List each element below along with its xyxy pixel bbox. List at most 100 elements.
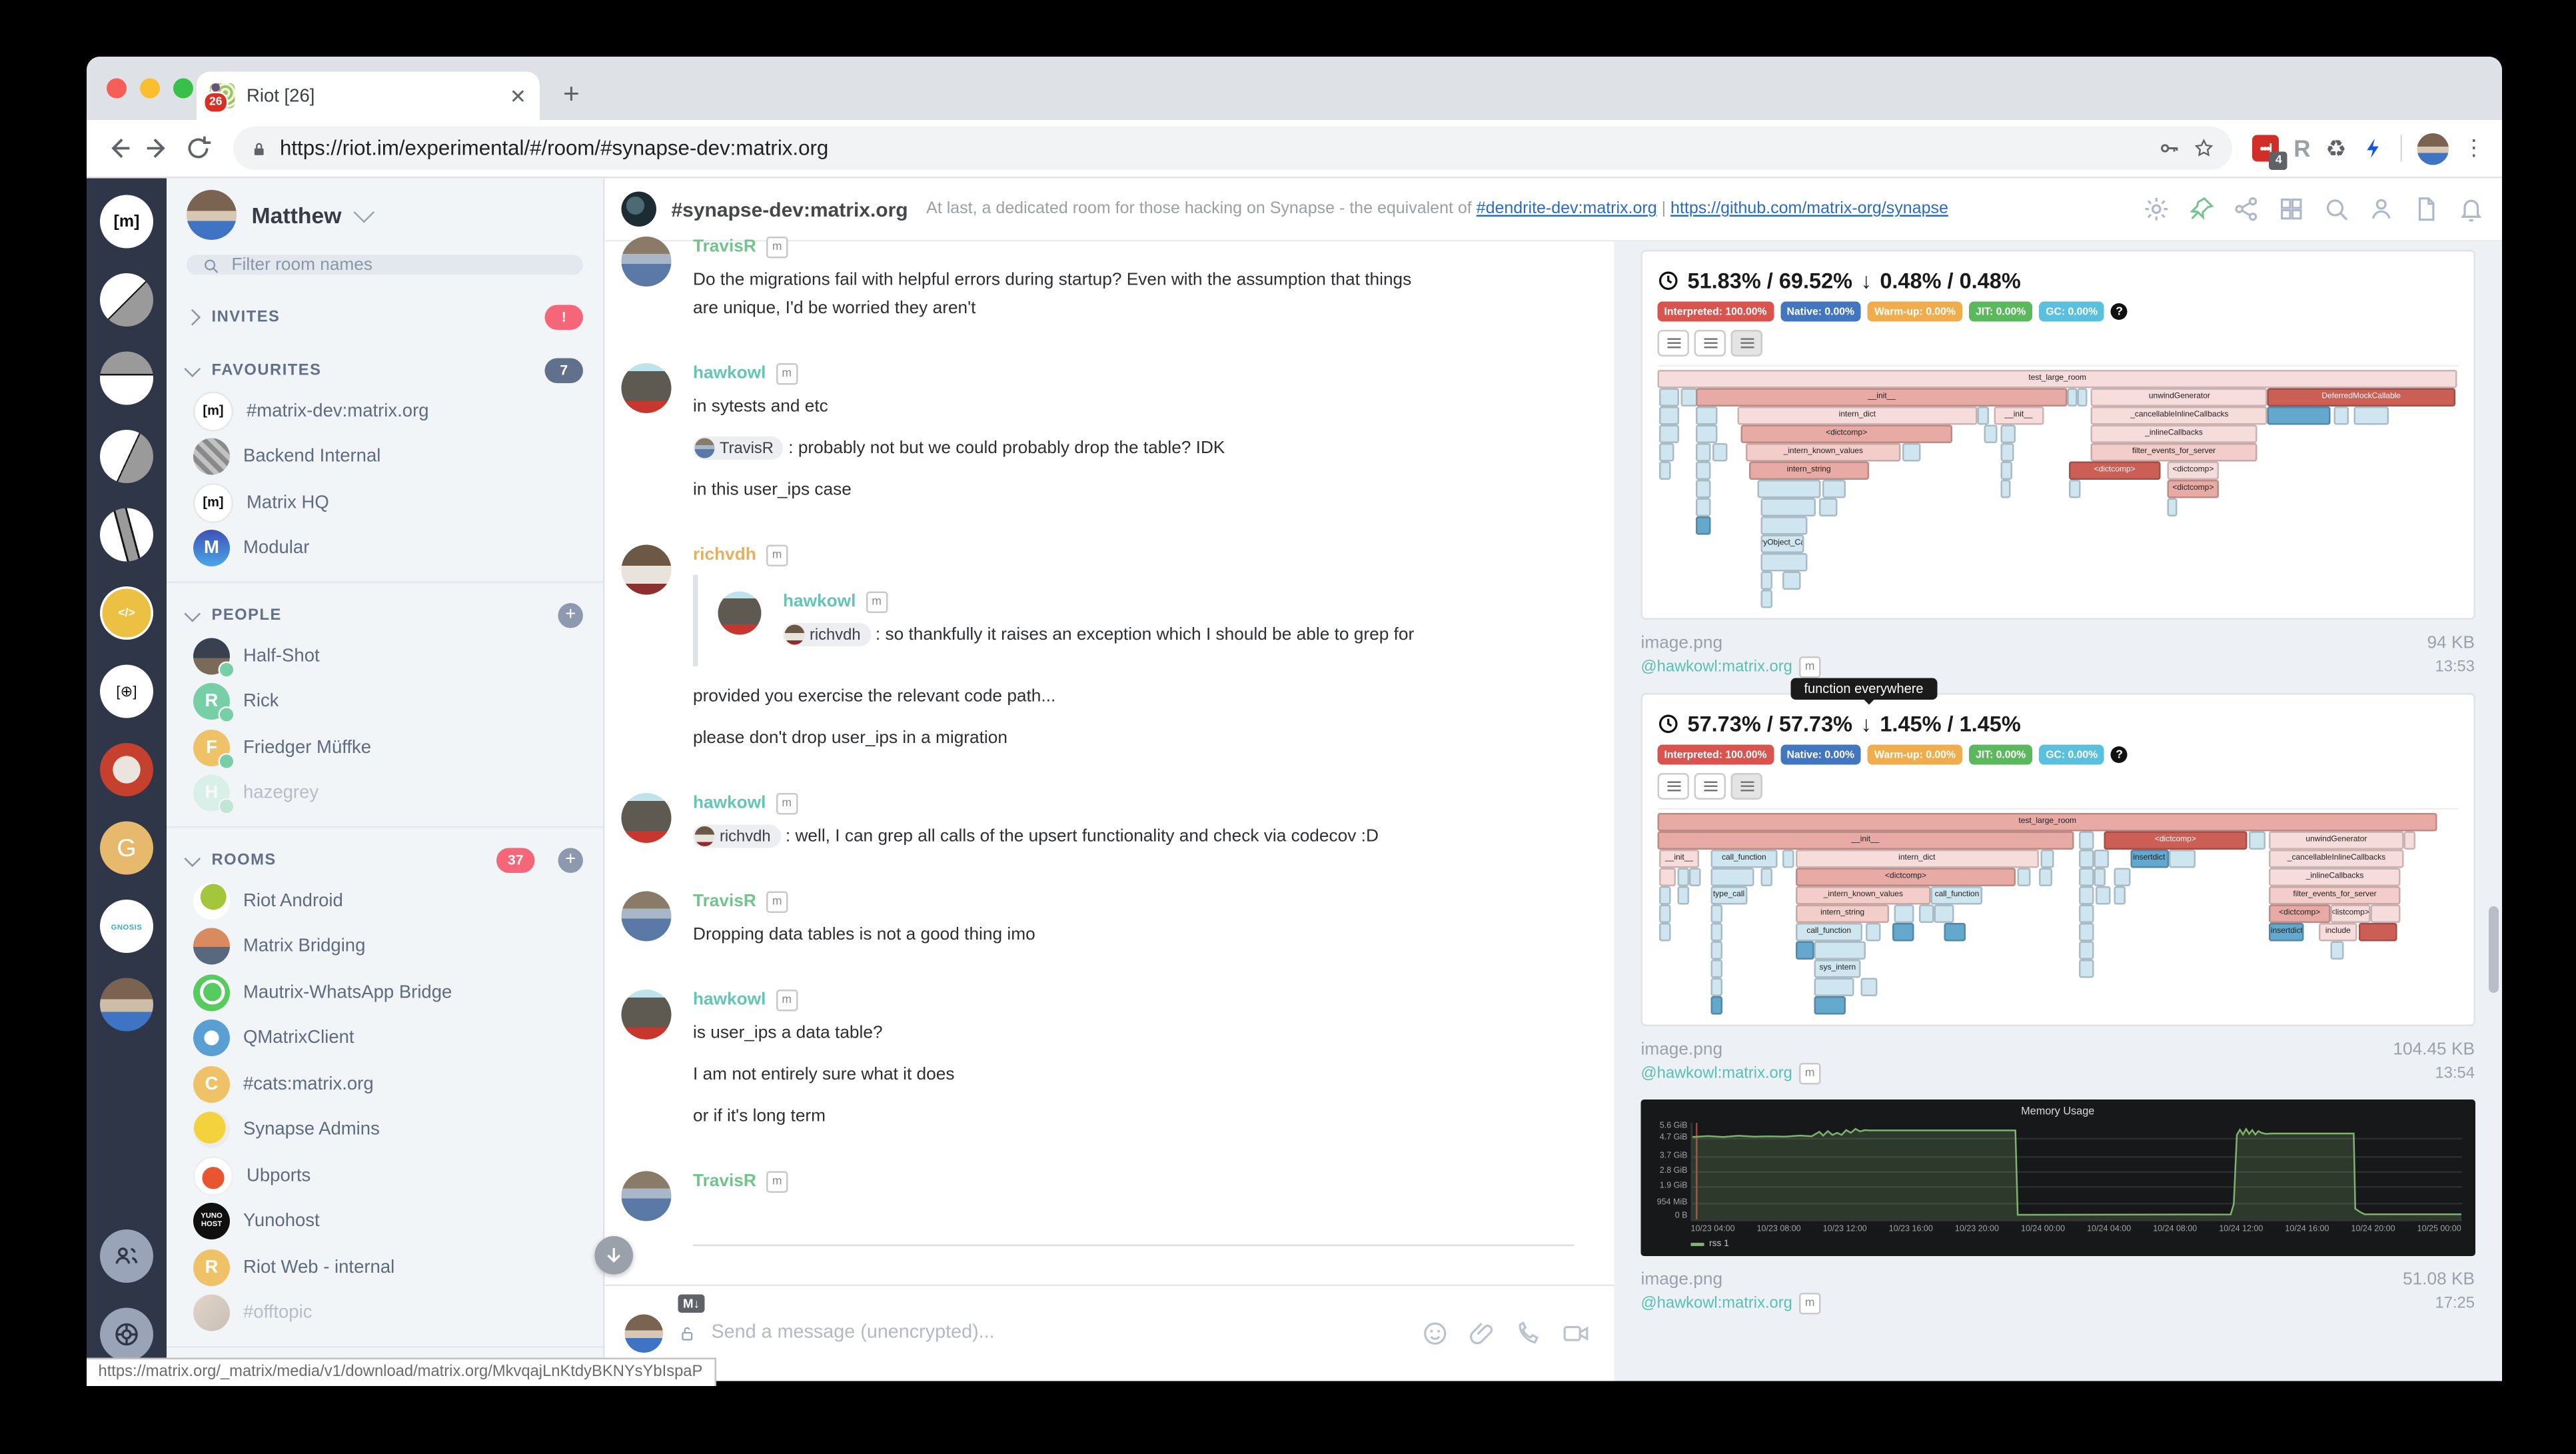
recycle-extension-icon[interactable]: ♻ bbox=[2325, 134, 2347, 161]
sender-name[interactable]: TravisR bbox=[693, 237, 756, 257]
community-avatar-abstract-2[interactable] bbox=[100, 351, 153, 405]
video-call-icon[interactable] bbox=[1561, 1319, 1591, 1347]
sender-name[interactable]: hawkowl bbox=[693, 793, 766, 813]
room-filter[interactable]: Filter room names bbox=[187, 255, 583, 275]
sender-name[interactable]: hawkowl bbox=[783, 591, 856, 612]
back-icon[interactable] bbox=[103, 133, 133, 163]
lastpass-extension-icon[interactable]: •••| 4 bbox=[2252, 135, 2287, 170]
add-person-button[interactable]: + bbox=[558, 602, 583, 628]
sender-avatar[interactable] bbox=[718, 591, 762, 635]
notifications-bell-icon[interactable] bbox=[2456, 195, 2485, 224]
sender-avatar[interactable] bbox=[621, 793, 672, 843]
minimize-window-button[interactable] bbox=[140, 78, 160, 99]
settings-gear-icon[interactable] bbox=[2142, 195, 2170, 224]
room-list-item[interactable]: F Friedger Müffke bbox=[187, 725, 583, 771]
url-bar[interactable]: https://riot.im/experimental/#/room/#syn… bbox=[233, 127, 2232, 170]
browser-profile-avatar[interactable] bbox=[2416, 132, 2448, 165]
community-avatar-abstract-4[interactable] bbox=[100, 508, 153, 562]
room-list-item[interactable]: [m] #matrix-dev:matrix.org bbox=[187, 388, 583, 434]
sender-name[interactable]: TravisR bbox=[693, 891, 756, 912]
apps-grid-icon[interactable] bbox=[2276, 195, 2305, 224]
room-list-item[interactable]: Matrix Bridging bbox=[187, 924, 583, 970]
file-attachment-2[interactable]: function everywhere 57.73% / 57.73% ↓ 1.… bbox=[1640, 678, 2475, 1085]
community-avatar-abstract-1[interactable] bbox=[100, 273, 153, 327]
jump-to-bottom-button[interactable] bbox=[594, 1235, 633, 1274]
file-sender[interactable]: @hawkowl:matrix.org m bbox=[1641, 1293, 1821, 1315]
community-avatar-food[interactable] bbox=[100, 743, 153, 796]
help-lifebuoy-button[interactable] bbox=[100, 1307, 153, 1361]
message-input[interactable]: Send a message (unencrypted)... bbox=[711, 1323, 995, 1343]
sender-avatar[interactable] bbox=[621, 990, 672, 1040]
bookmark-star-icon[interactable] bbox=[2192, 137, 2216, 160]
room-list-item[interactable]: Ubports bbox=[187, 1153, 583, 1199]
room-list-item[interactable]: QMatrixClient bbox=[187, 1016, 583, 1062]
files-icon[interactable] bbox=[2411, 195, 2440, 224]
community-avatar-code-sun[interactable]: </> bbox=[100, 586, 153, 640]
community-avatar-gnosis[interactable]: GNOSIS bbox=[100, 900, 153, 953]
room-list-item[interactable]: R Riot Web - internal bbox=[187, 1245, 583, 1291]
forward-icon[interactable] bbox=[143, 133, 173, 163]
topic-link-github[interactable]: https://github.com/matrix-org/synapse bbox=[1670, 200, 1948, 219]
sender-avatar[interactable] bbox=[621, 1171, 672, 1221]
user-pill[interactable]: richvdh bbox=[693, 824, 781, 848]
sender-avatar[interactable] bbox=[621, 891, 672, 942]
section-header-rooms[interactable]: ROOMS 37 + bbox=[184, 842, 583, 878]
pin-icon[interactable] bbox=[2186, 195, 2215, 224]
emoji-icon[interactable] bbox=[1421, 1319, 1450, 1347]
message-timeline[interactable]: TravisR m Do the migrations fail with help… bbox=[605, 233, 1614, 1284]
attachment-paperclip-icon[interactable] bbox=[1468, 1319, 1497, 1347]
sender-avatar[interactable] bbox=[621, 363, 672, 413]
voice-call-icon[interactable] bbox=[1515, 1319, 1543, 1347]
password-key-icon[interactable] bbox=[2157, 137, 2180, 160]
sender-name[interactable]: richvdh bbox=[693, 544, 756, 565]
user-pill[interactable]: richvdh bbox=[783, 623, 871, 646]
file-sender[interactable]: @hawkowl:matrix.org m bbox=[1641, 656, 1821, 678]
group-people-button[interactable] bbox=[100, 1229, 153, 1283]
scrollbar-thumb[interactable] bbox=[2487, 906, 2498, 993]
section-header-invites[interactable]: INVITES ! bbox=[184, 299, 583, 335]
sender-avatar[interactable] bbox=[621, 237, 672, 287]
room-list-item[interactable]: Riot Android bbox=[187, 878, 583, 924]
sender-avatar[interactable] bbox=[621, 544, 672, 595]
sender-name[interactable]: hawkowl bbox=[693, 990, 766, 1010]
community-avatar-abstract-3[interactable] bbox=[100, 430, 153, 483]
riot-extension-icon[interactable]: R bbox=[2293, 135, 2311, 162]
file-sender[interactable]: @hawkowl:matrix.org m bbox=[1641, 1063, 1821, 1085]
zoom-window-button[interactable] bbox=[173, 78, 193, 99]
room-list-item[interactable]: M Modular bbox=[187, 526, 583, 572]
sender-name[interactable]: hawkowl bbox=[693, 363, 766, 383]
new-tab-button[interactable]: + bbox=[563, 78, 580, 111]
reload-icon[interactable] bbox=[183, 133, 213, 163]
topic-link-dendrite[interactable]: #dendrite-dev:matrix.org bbox=[1476, 200, 1657, 219]
user-menu[interactable]: Matthew bbox=[167, 179, 603, 252]
room-list-item[interactable]: Mautrix-WhatsApp Bridge bbox=[187, 970, 583, 1016]
community-avatar-profile[interactable] bbox=[100, 978, 153, 1032]
user-pill[interactable]: TravisR bbox=[693, 436, 784, 460]
close-window-button[interactable] bbox=[107, 78, 127, 99]
room-list-item[interactable]: [m] Matrix HQ bbox=[187, 480, 583, 526]
add-room-button[interactable]: + bbox=[558, 847, 583, 872]
markdown-toggle[interactable]: M↓ bbox=[678, 1293, 705, 1313]
lightning-extension-icon[interactable] bbox=[2361, 137, 2385, 160]
room-avatar[interactable] bbox=[621, 191, 656, 227]
browser-menu-icon[interactable]: ⋮ bbox=[2463, 135, 2485, 161]
file-attachment-3[interactable]: Memory Usage 5.6 GiB 4.7 GiB 3.7 GiB 2.8 Gi… bbox=[1640, 1099, 2475, 1315]
community-avatar-globe[interactable]: [⊕] bbox=[100, 664, 153, 718]
section-header-favourites[interactable]: FAVOURITES 7 bbox=[184, 352, 583, 388]
room-list-item[interactable]: #offtopic bbox=[187, 1290, 583, 1336]
file-attachment-1[interactable]: 51.83% / 69.52% ↓ 0.48% / 0.48% Interpre… bbox=[1640, 250, 2475, 678]
room-list-item[interactable]: Backend Internal bbox=[187, 434, 583, 480]
room-list-item[interactable]: Synapse Admins bbox=[187, 1107, 583, 1153]
browser-tab[interactable]: 26 Riot [26] ✕ bbox=[197, 71, 540, 120]
room-list-item[interactable]: Half-Shot bbox=[187, 633, 583, 679]
room-list-item[interactable]: R Rick bbox=[187, 679, 583, 725]
tab-close-icon[interactable]: ✕ bbox=[509, 84, 526, 108]
search-icon[interactable] bbox=[2321, 195, 2350, 224]
members-icon[interactable] bbox=[2366, 195, 2395, 224]
sender-name[interactable]: TravisR bbox=[693, 1171, 756, 1191]
community-avatar-g[interactable]: G bbox=[100, 821, 153, 875]
room-list-item[interactable]: C #cats:matrix.org bbox=[187, 1062, 583, 1107]
share-icon[interactable] bbox=[2232, 195, 2260, 224]
community-avatar-matrix[interactable]: [m] bbox=[100, 195, 153, 249]
